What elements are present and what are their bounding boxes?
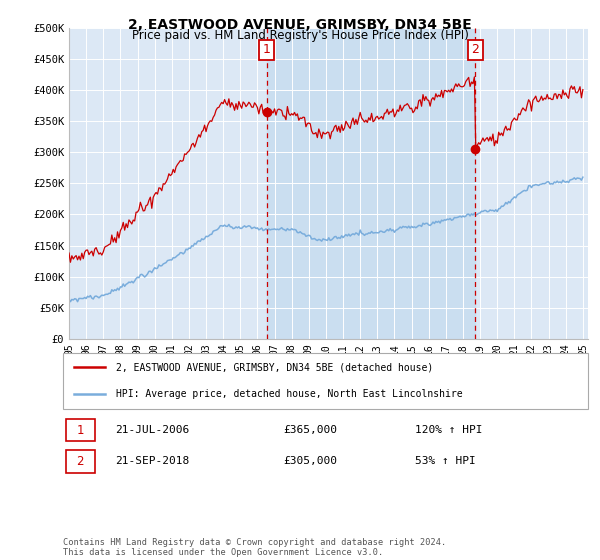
Text: 2: 2 [472, 43, 479, 56]
Bar [65, 450, 95, 473]
Text: HPI: Average price, detached house, North East Lincolnshire: HPI: Average price, detached house, Nort… [115, 389, 462, 399]
Text: 21-SEP-2018: 21-SEP-2018 [115, 456, 190, 466]
Text: 1: 1 [77, 423, 84, 437]
Text: 21-JUL-2006: 21-JUL-2006 [115, 425, 190, 435]
Bar [267, 28, 475, 339]
Text: 2, EASTWOOD AVENUE, GRIMSBY, DN34 5BE (detached house): 2, EASTWOOD AVENUE, GRIMSBY, DN34 5BE (d… [115, 362, 433, 372]
Bar [65, 419, 95, 441]
Text: 2: 2 [77, 455, 84, 468]
Text: £305,000: £305,000 [284, 456, 337, 466]
Text: £365,000: £365,000 [284, 425, 337, 435]
Text: 2, EASTWOOD AVENUE, GRIMSBY, DN34 5BE: 2, EASTWOOD AVENUE, GRIMSBY, DN34 5BE [128, 18, 472, 32]
Text: 53% ↑ HPI: 53% ↑ HPI [415, 456, 476, 466]
Text: Price paid vs. HM Land Registry's House Price Index (HPI): Price paid vs. HM Land Registry's House … [131, 29, 469, 42]
Text: Contains HM Land Registry data © Crown copyright and database right 2024.
This d: Contains HM Land Registry data © Crown c… [63, 538, 446, 557]
Text: 120% ↑ HPI: 120% ↑ HPI [415, 425, 482, 435]
Text: 1: 1 [263, 43, 271, 56]
